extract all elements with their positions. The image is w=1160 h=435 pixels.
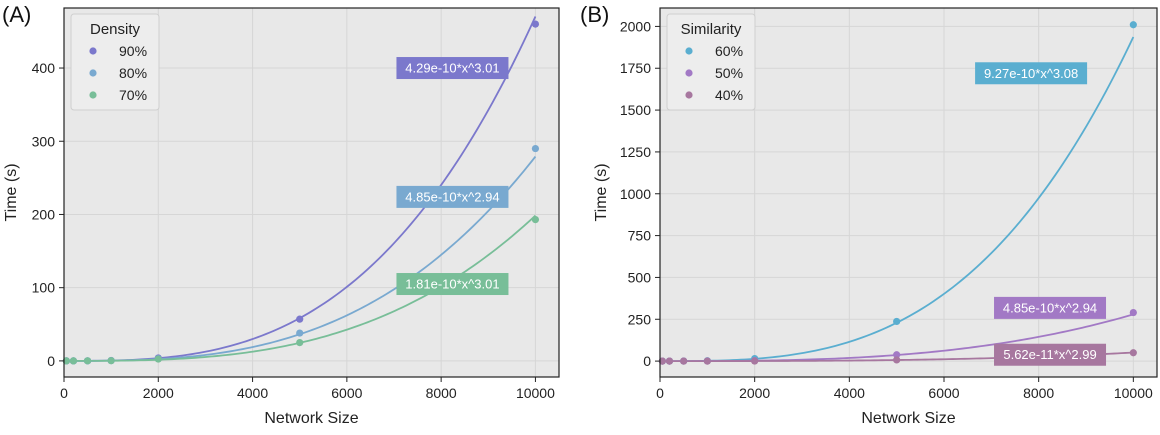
x-tick-label: 10000 — [516, 385, 555, 401]
data-point — [83, 357, 92, 365]
data-point — [1129, 21, 1137, 29]
x-tick-label: 6000 — [928, 385, 959, 401]
data-point — [296, 329, 304, 337]
y-tick-label: 2000 — [620, 18, 651, 34]
legend-box — [666, 13, 756, 111]
legend-entry: 90% — [119, 43, 147, 59]
fit-label: 5.62e-11*x^2.99 — [1003, 347, 1096, 362]
legend-title: Density — [90, 21, 141, 38]
legend-entry: 70% — [119, 87, 147, 103]
legend-marker — [685, 69, 693, 77]
x-tick-label: 2000 — [739, 385, 770, 401]
y-tick-label: 200 — [32, 206, 56, 222]
legend-title: Similarity — [681, 21, 742, 38]
y-tick-label: 250 — [628, 311, 652, 327]
legend-marker — [89, 47, 97, 55]
x-tick-label: 0 — [60, 385, 68, 401]
data-point — [680, 357, 688, 365]
legend-marker — [685, 47, 693, 55]
legend-marker — [89, 69, 97, 77]
legend-box — [70, 13, 160, 111]
data-point — [69, 357, 78, 365]
data-point — [1129, 349, 1137, 357]
panel-label: (A) — [2, 2, 31, 27]
x-tick-label: 4000 — [834, 385, 865, 401]
y-tick-label: 0 — [643, 353, 651, 369]
data-point — [531, 20, 540, 28]
fit-label-box — [975, 62, 1088, 85]
legend-entry: 40% — [715, 87, 743, 103]
y-tick-label: 750 — [628, 228, 652, 244]
axes-frame — [659, 7, 1158, 378]
data-point — [665, 357, 674, 365]
data-point — [107, 357, 115, 365]
fit-label-box — [396, 273, 509, 296]
panel-label: (B) — [580, 2, 609, 27]
fit-label: 1.81e-10*x^3.01 — [405, 277, 499, 292]
legend-marker — [685, 91, 693, 99]
legend-entry: 60% — [715, 43, 743, 59]
y-tick-label: 100 — [32, 280, 56, 296]
data-point — [893, 317, 901, 326]
data-point — [531, 215, 540, 224]
fit-label: 4.29e-10*x^3.01 — [405, 61, 499, 76]
x-tick-label: 8000 — [1023, 385, 1054, 401]
legend-entry: 80% — [119, 65, 147, 81]
data-point — [154, 355, 162, 363]
chart-panel-b: 9.27e-10*x^3.08 4.85e-10*x^2.94 5.62e-11*x… — [580, 2, 1158, 427]
fit-label-box — [994, 296, 1107, 319]
y-tick-label: 0 — [47, 353, 55, 369]
fit-label: 4.85e-10*x^2.94 — [1003, 300, 1097, 315]
legend-entry: 50% — [715, 65, 743, 81]
data-point — [893, 351, 901, 359]
fit-label: 4.85e-10*x^2.94 — [405, 189, 499, 204]
x-axis-label: Network Size — [861, 410, 955, 427]
x-tick-label: 4000 — [237, 385, 268, 401]
y-tick-label: 1750 — [620, 60, 651, 76]
y-tick-label: 300 — [32, 133, 56, 149]
x-tick-label: 6000 — [331, 385, 362, 401]
x-tick-label: 10000 — [1114, 385, 1153, 401]
fit-label: 9.27e-10*x^3.08 — [984, 66, 1078, 81]
y-tick-label: 1000 — [620, 186, 651, 202]
fit-label-box — [994, 343, 1107, 366]
fit-label-box — [396, 185, 509, 208]
x-tick-label: 2000 — [143, 385, 174, 401]
legend-marker — [89, 91, 97, 99]
x-tick-label: 8000 — [426, 385, 457, 401]
y-axis-label: Time (s) — [3, 163, 20, 221]
data-point — [296, 338, 304, 347]
chart-panel-a: 4.29e-10*x^3.01 4.85e-10*x^2.94 1.81e-10*x… — [2, 2, 560, 427]
data-point — [893, 356, 901, 364]
y-axis-label: Time (s) — [593, 163, 610, 221]
axes-frame — [63, 7, 560, 378]
data-point — [751, 357, 759, 365]
data-point — [531, 144, 540, 153]
y-tick-label: 1250 — [620, 144, 651, 160]
y-tick-label: 500 — [628, 269, 652, 285]
y-tick-label: 1500 — [620, 102, 651, 118]
data-point — [1129, 308, 1137, 317]
y-tick-label: 400 — [32, 60, 56, 76]
data-point — [703, 357, 711, 365]
x-tick-label: 0 — [656, 385, 664, 401]
data-point — [296, 315, 304, 323]
fit-label-box — [396, 57, 509, 80]
x-axis-label: Network Size — [264, 410, 358, 427]
